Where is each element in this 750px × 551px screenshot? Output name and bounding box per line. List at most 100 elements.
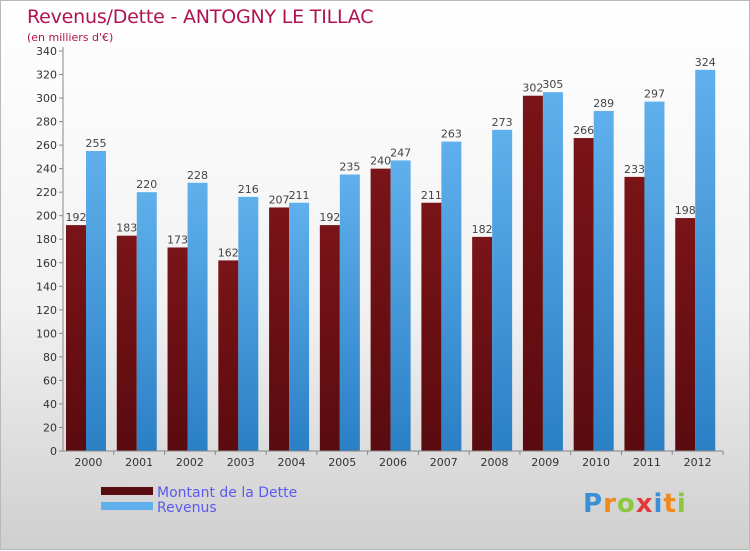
logo-letter: i bbox=[676, 489, 687, 519]
bar-dette-2006 bbox=[370, 168, 391, 451]
data-label-dette-2005: 192 bbox=[319, 211, 340, 224]
y-tick-label-320: 320 bbox=[36, 69, 57, 82]
data-label-dette-2004: 207 bbox=[269, 193, 290, 206]
bar-revenus-2009 bbox=[542, 92, 563, 452]
y-tick-label-20: 20 bbox=[43, 421, 57, 434]
bar-dette-2011 bbox=[624, 176, 645, 451]
logo-letter: o bbox=[616, 489, 636, 519]
bar-dette-2000 bbox=[66, 225, 86, 451]
bar-dette-2009 bbox=[522, 95, 543, 452]
data-label-dette-2006: 240 bbox=[370, 155, 391, 168]
data-label-dette-2008: 182 bbox=[472, 223, 493, 236]
y-tick-label-100: 100 bbox=[36, 327, 57, 340]
data-label-dette-2007: 211 bbox=[421, 189, 442, 202]
legend-label-revenus: Revenus bbox=[157, 500, 217, 516]
data-label-dette-2002: 173 bbox=[167, 233, 188, 246]
x-tick-label-2003: 2003 bbox=[227, 456, 255, 469]
data-label-dette-2010: 266 bbox=[573, 124, 594, 137]
y-tick-label-280: 280 bbox=[36, 116, 57, 129]
data-label-revenus-2008: 273 bbox=[492, 116, 513, 129]
bar-revenus-2000 bbox=[86, 151, 106, 451]
bar-revenus-2007 bbox=[441, 141, 462, 451]
data-label-revenus-2001: 220 bbox=[136, 178, 157, 191]
data-label-revenus-2000: 255 bbox=[86, 137, 107, 150]
data-label-dette-2000: 192 bbox=[66, 211, 87, 224]
bar-dette-2005 bbox=[319, 225, 340, 451]
data-label-revenus-2003: 216 bbox=[238, 183, 259, 196]
logo-letter: P bbox=[583, 489, 604, 519]
data-label-revenus-2012: 324 bbox=[695, 56, 716, 69]
logo-letter: x bbox=[635, 489, 654, 519]
x-tick-label-2009: 2009 bbox=[531, 456, 559, 469]
data-label-revenus-2004: 211 bbox=[289, 189, 310, 202]
labels-layer: 1922552000183220200117322820021622162003… bbox=[36, 45, 716, 469]
proxiti-logo: Proxiti bbox=[583, 489, 687, 519]
data-label-revenus-2010: 289 bbox=[593, 97, 614, 110]
bar-dette-2001 bbox=[116, 235, 137, 451]
bar-dette-2004 bbox=[269, 207, 290, 451]
bar-revenus-2012 bbox=[695, 69, 716, 451]
x-tick-label-2007: 2007 bbox=[430, 456, 458, 469]
data-label-dette-2012: 198 bbox=[675, 204, 696, 217]
bar-revenus-2003 bbox=[238, 196, 259, 451]
data-label-revenus-2005: 235 bbox=[339, 161, 360, 174]
x-tick-label-2008: 2008 bbox=[481, 456, 509, 469]
logo-letter: r bbox=[603, 489, 617, 519]
y-tick-label-160: 160 bbox=[36, 257, 57, 270]
y-tick-label-140: 140 bbox=[36, 280, 57, 293]
bar-dette-2002 bbox=[167, 247, 188, 451]
y-tick-label-240: 240 bbox=[36, 163, 57, 176]
y-tick-label-40: 40 bbox=[43, 398, 57, 411]
bars-layer bbox=[66, 69, 716, 452]
chart-subtitle: (en milliers d'€) bbox=[27, 31, 114, 44]
bar-revenus-2011 bbox=[644, 101, 665, 452]
data-label-dette-2009: 302 bbox=[522, 82, 543, 95]
data-label-dette-2001: 183 bbox=[116, 222, 137, 235]
bar-revenus-2004 bbox=[289, 202, 310, 451]
y-tick-label-220: 220 bbox=[36, 186, 57, 199]
data-label-dette-2003: 162 bbox=[218, 246, 239, 259]
legend-label-dette: Montant de la Dette bbox=[157, 485, 298, 501]
y-tick-label-260: 260 bbox=[36, 139, 57, 152]
y-tick-label-180: 180 bbox=[36, 233, 57, 246]
data-label-dette-2011: 233 bbox=[624, 163, 645, 176]
logo-letter: i bbox=[653, 489, 664, 519]
x-tick-label-2012: 2012 bbox=[684, 456, 712, 469]
x-tick-label-2010: 2010 bbox=[582, 456, 610, 469]
logo-letter: t bbox=[663, 489, 677, 519]
data-label-revenus-2011: 297 bbox=[644, 88, 665, 101]
legend-swatch-revenus bbox=[101, 502, 153, 510]
bar-dette-2008 bbox=[472, 236, 493, 451]
bar-revenus-2006 bbox=[390, 160, 411, 452]
data-label-revenus-2009: 305 bbox=[542, 78, 563, 91]
bar-revenus-2008 bbox=[492, 129, 513, 451]
data-label-revenus-2007: 263 bbox=[441, 128, 462, 141]
x-tick-label-2011: 2011 bbox=[633, 456, 661, 469]
y-tick-label-300: 300 bbox=[36, 92, 57, 105]
bar-dette-2012 bbox=[675, 218, 696, 451]
bar-dette-2010 bbox=[573, 138, 594, 451]
y-tick-label-200: 200 bbox=[36, 210, 57, 223]
bar-dette-2003 bbox=[218, 260, 239, 451]
axes-layer bbox=[59, 47, 724, 455]
chart-title: Revenus/Dette - ANTOGNY LE TILLAC bbox=[27, 6, 374, 28]
y-tick-label-0: 0 bbox=[50, 445, 57, 458]
y-tick-label-340: 340 bbox=[36, 45, 57, 58]
bar-revenus-2010 bbox=[593, 111, 614, 451]
x-tick-label-2005: 2005 bbox=[328, 456, 356, 469]
y-tick-label-80: 80 bbox=[43, 351, 57, 364]
x-tick-label-2006: 2006 bbox=[379, 456, 407, 469]
bar-dette-2007 bbox=[421, 202, 442, 451]
x-tick-label-2004: 2004 bbox=[277, 456, 305, 469]
data-label-revenus-2006: 247 bbox=[390, 146, 411, 159]
y-tick-label-60: 60 bbox=[43, 374, 57, 387]
x-tick-label-2002: 2002 bbox=[176, 456, 204, 469]
x-tick-label-2001: 2001 bbox=[125, 456, 153, 469]
legend-swatch-dette bbox=[101, 487, 153, 495]
bar-revenus-2001 bbox=[136, 192, 157, 452]
data-label-revenus-2002: 228 bbox=[187, 169, 208, 182]
bar-revenus-2002 bbox=[187, 182, 208, 451]
x-tick-label-2000: 2000 bbox=[74, 456, 102, 469]
